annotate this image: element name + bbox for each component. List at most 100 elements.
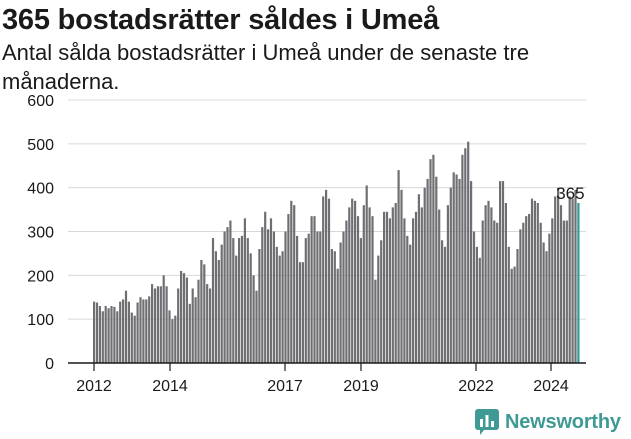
bar bbox=[493, 220, 496, 363]
y-tick-label: 200 bbox=[27, 268, 54, 285]
bar bbox=[281, 251, 284, 363]
bar bbox=[516, 249, 519, 363]
bar bbox=[151, 284, 154, 363]
bar bbox=[240, 235, 244, 363]
bar bbox=[414, 211, 418, 363]
bar bbox=[548, 233, 551, 363]
bar bbox=[139, 297, 142, 363]
x-tick-label: 2017 bbox=[267, 378, 303, 395]
bar bbox=[162, 275, 165, 363]
bar bbox=[159, 286, 162, 363]
bar bbox=[536, 203, 539, 363]
bar bbox=[345, 220, 348, 363]
bar bbox=[238, 238, 241, 363]
brand-logo[interactable]: Newsworthy bbox=[475, 407, 621, 437]
bar bbox=[211, 238, 215, 363]
bar bbox=[319, 231, 322, 363]
bar bbox=[452, 172, 455, 363]
bar bbox=[368, 207, 371, 363]
bar bbox=[223, 231, 226, 363]
bar bbox=[122, 299, 125, 363]
bar bbox=[296, 235, 299, 363]
bar bbox=[217, 259, 220, 363]
bar bbox=[490, 207, 493, 363]
y-tick-label: 500 bbox=[27, 137, 54, 154]
bar bbox=[203, 264, 206, 364]
bar bbox=[191, 288, 194, 363]
chart-subtitle: Antal sålda bostadsrätter i Umeå under d… bbox=[2, 40, 530, 94]
bar bbox=[342, 231, 345, 363]
bar bbox=[470, 181, 473, 363]
bar bbox=[383, 211, 386, 363]
bar bbox=[272, 231, 275, 363]
bar bbox=[284, 231, 287, 363]
bar bbox=[449, 187, 452, 363]
bar bbox=[478, 257, 481, 363]
bar bbox=[380, 240, 383, 363]
bar bbox=[388, 218, 391, 363]
bar bbox=[209, 288, 212, 363]
bar bbox=[441, 240, 444, 363]
bar bbox=[307, 233, 310, 363]
bar bbox=[188, 303, 191, 363]
bar bbox=[327, 198, 331, 364]
bar bbox=[325, 189, 328, 363]
bar bbox=[229, 220, 232, 363]
bar bbox=[133, 315, 136, 363]
bar bbox=[153, 288, 157, 363]
bar bbox=[275, 246, 278, 363]
bar bbox=[371, 216, 374, 363]
bar bbox=[504, 203, 507, 363]
highlight-bar bbox=[577, 203, 580, 363]
bar bbox=[316, 231, 319, 363]
bar bbox=[519, 229, 522, 363]
bar bbox=[336, 268, 339, 363]
bar bbox=[530, 198, 534, 364]
bar bbox=[455, 174, 458, 363]
y-tick-label: 0 bbox=[45, 356, 54, 373]
highlight-value-label: 365 bbox=[556, 184, 584, 203]
bar bbox=[185, 277, 188, 363]
bar bbox=[539, 222, 542, 363]
bar bbox=[264, 211, 267, 363]
bar bbox=[403, 218, 406, 363]
bar bbox=[397, 170, 400, 363]
bar bbox=[142, 299, 145, 363]
bar bbox=[171, 319, 174, 363]
bar bbox=[429, 159, 432, 363]
bar bbox=[557, 187, 560, 363]
bar bbox=[446, 205, 449, 363]
bar bbox=[496, 222, 499, 363]
bar bbox=[377, 255, 380, 363]
bar bbox=[298, 262, 302, 363]
bar bbox=[571, 198, 574, 364]
bar bbox=[95, 302, 99, 363]
bar bbox=[394, 203, 397, 363]
bar bbox=[423, 187, 426, 363]
bar bbox=[574, 189, 577, 363]
bar bbox=[249, 253, 252, 363]
bar bbox=[313, 216, 316, 363]
bar bbox=[110, 306, 113, 363]
bar bbox=[145, 299, 148, 363]
bar bbox=[182, 273, 186, 363]
bar bbox=[194, 297, 197, 363]
bar bbox=[438, 209, 441, 363]
bar bbox=[214, 251, 217, 363]
bar bbox=[472, 231, 476, 363]
bar bbox=[206, 284, 209, 363]
bar bbox=[475, 246, 478, 363]
bar bbox=[197, 279, 200, 363]
bar bbox=[351, 198, 354, 364]
bar bbox=[101, 311, 104, 363]
bar bbox=[354, 200, 357, 363]
bar bbox=[374, 279, 377, 363]
bar bbox=[562, 220, 565, 363]
bar bbox=[568, 196, 571, 363]
y-tick-label: 400 bbox=[27, 181, 54, 198]
bar bbox=[119, 301, 122, 363]
x-tick-label: 2024 bbox=[533, 378, 569, 395]
bar bbox=[501, 181, 505, 363]
bar bbox=[409, 244, 412, 363]
bar bbox=[136, 302, 139, 363]
